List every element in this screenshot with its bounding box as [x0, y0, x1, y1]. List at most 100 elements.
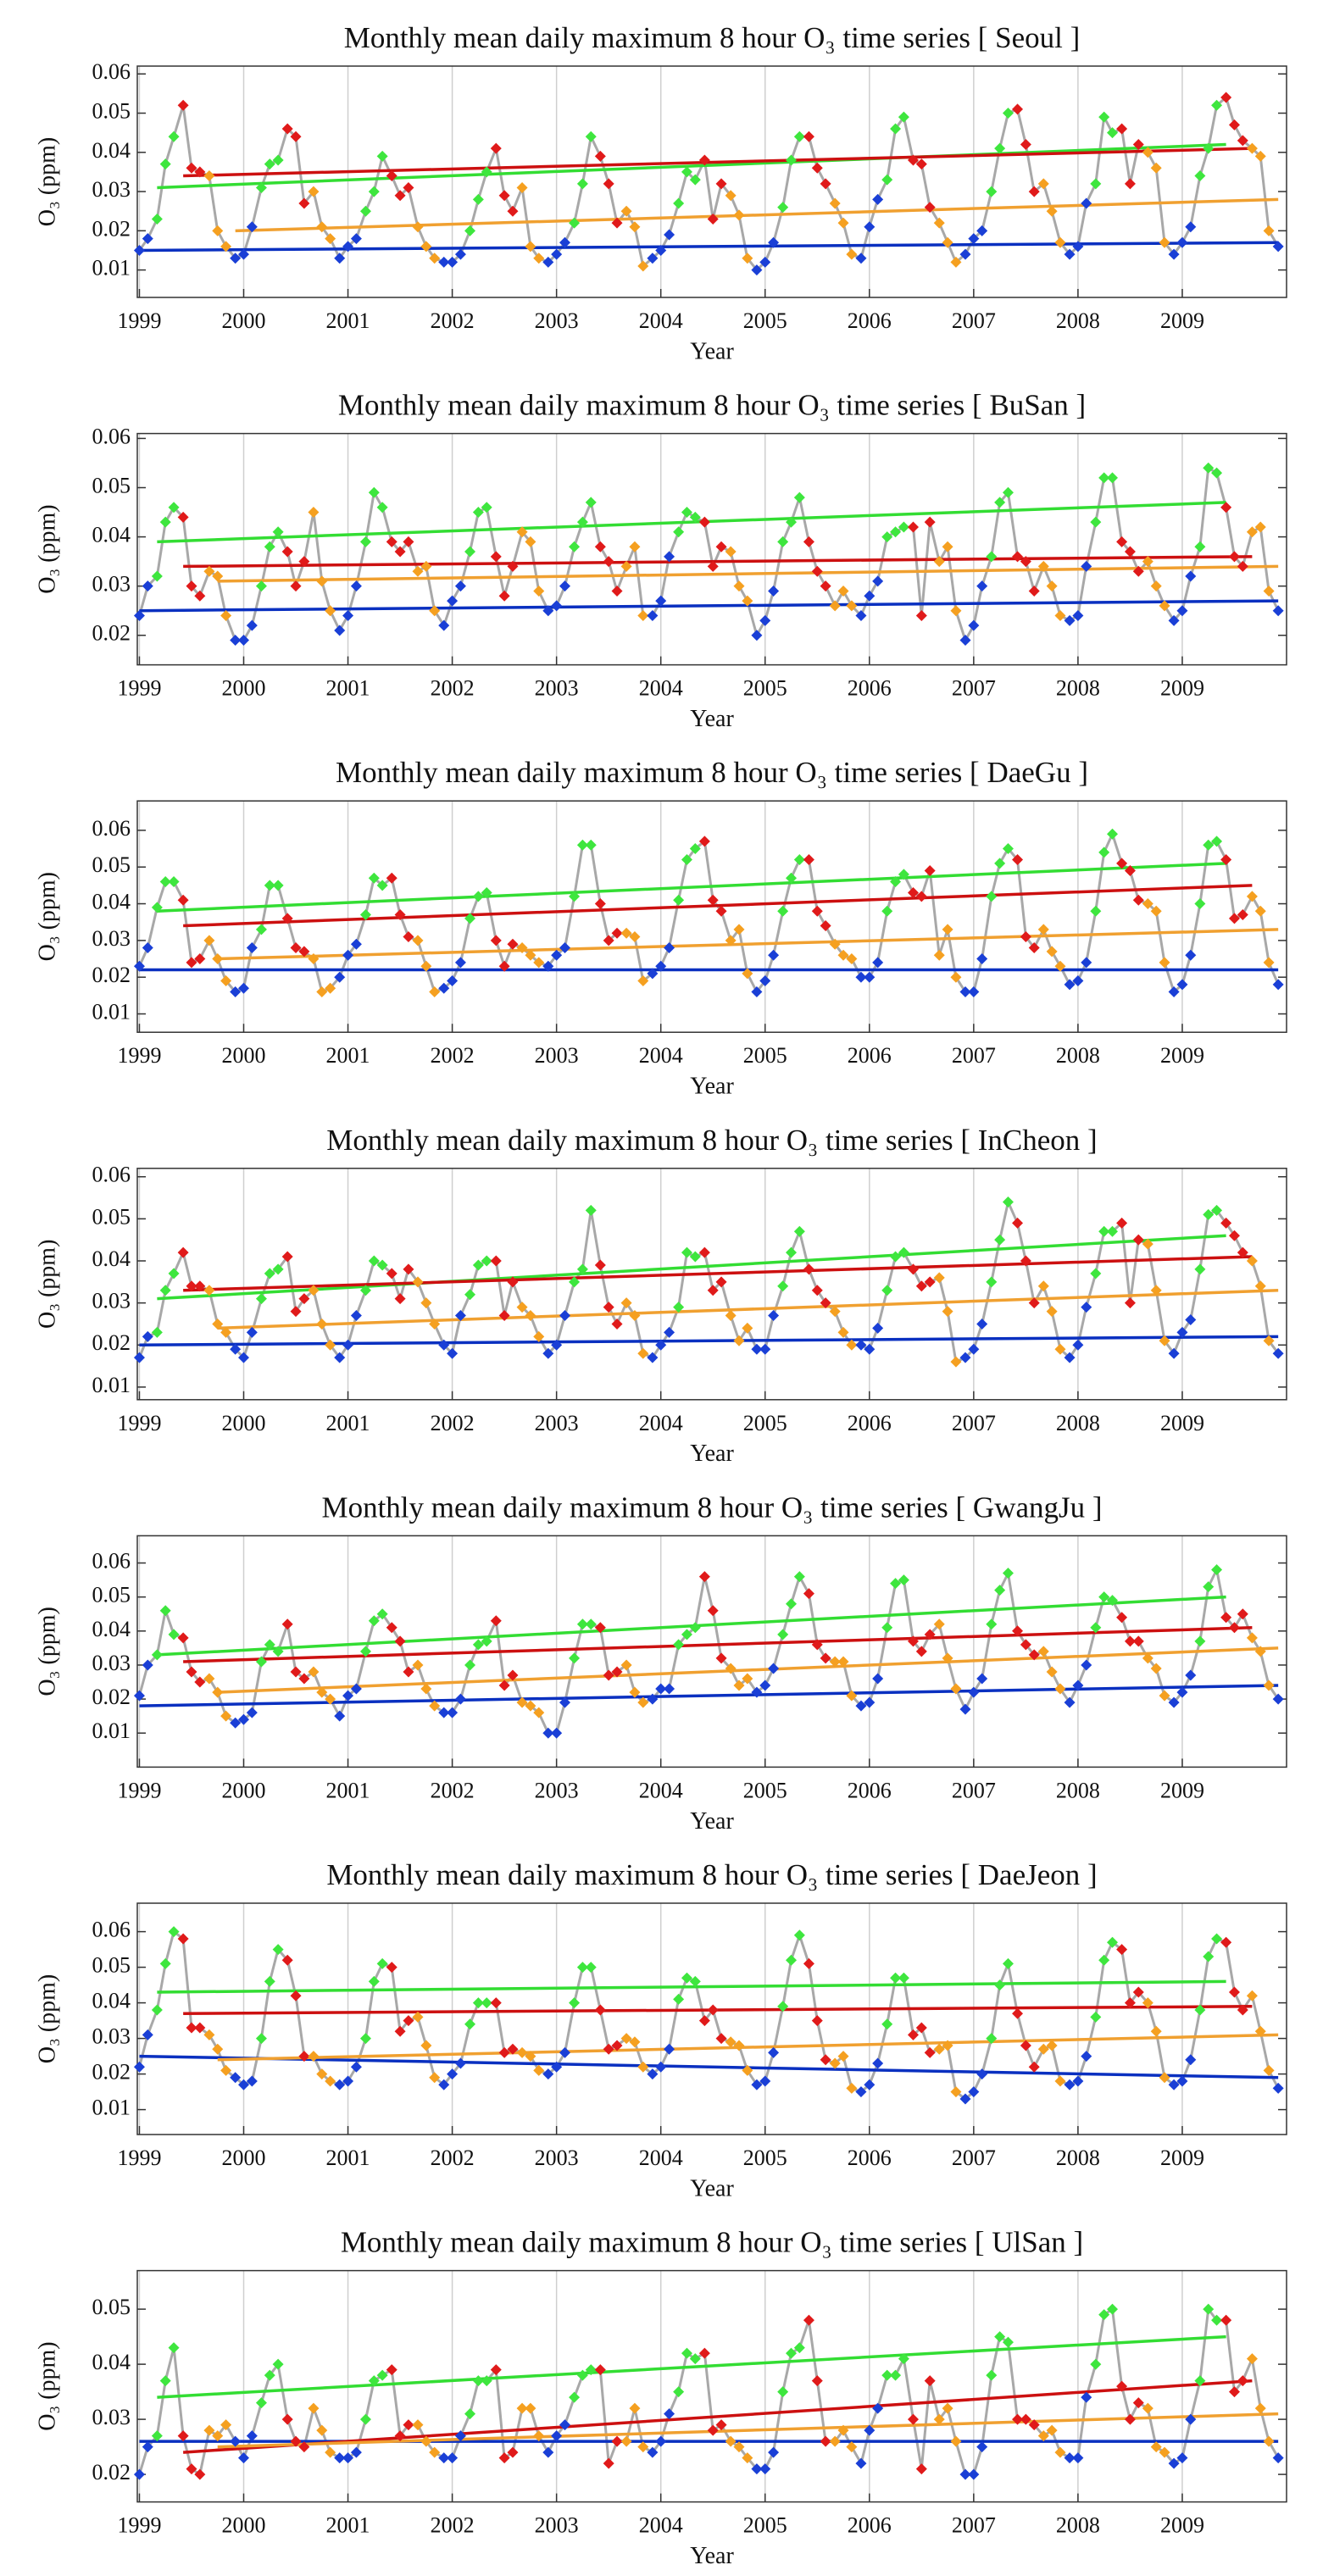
- data-point: [1263, 2064, 1275, 2076]
- data-point: [290, 580, 302, 592]
- data-point: [1159, 236, 1170, 248]
- data-point: [681, 507, 692, 519]
- data-point: [907, 2029, 919, 2040]
- data-point: [681, 166, 692, 178]
- data-point: [811, 1285, 823, 1296]
- data-point: [1012, 103, 1024, 115]
- data-point: [569, 1276, 581, 1288]
- data-point: [698, 154, 710, 166]
- x-tick-label: 2002: [431, 308, 475, 333]
- data-point: [629, 541, 641, 552]
- data-point: [272, 154, 284, 166]
- data-point: [1132, 139, 1144, 151]
- data-point: [1132, 1234, 1144, 1246]
- data-point: [1028, 2061, 1040, 2073]
- y-tick-label: 0.02: [92, 216, 131, 241]
- data-point: [376, 150, 388, 162]
- y-tick-label: 0.03: [92, 2024, 131, 2049]
- data-point: [1220, 1612, 1232, 1624]
- data-point: [298, 556, 310, 568]
- data-point: [890, 876, 902, 888]
- data-point: [881, 1622, 893, 1634]
- data-point: [255, 924, 267, 935]
- data-point: [1254, 905, 1266, 917]
- data-point: [481, 887, 492, 899]
- data-point: [1203, 142, 1215, 154]
- x-tick-label: 2003: [535, 1778, 579, 1802]
- data-point: [464, 913, 476, 924]
- data-point: [403, 2419, 414, 2431]
- data-point: [551, 600, 563, 612]
- data-point: [420, 1683, 432, 1695]
- data-point: [829, 2057, 841, 2069]
- data-point: [1237, 2004, 1248, 2016]
- data-point: [820, 2435, 831, 2447]
- data-point: [1194, 170, 1206, 182]
- data-point: [151, 902, 163, 913]
- x-tick-label: 2004: [639, 2513, 683, 2538]
- data-point: [698, 1571, 710, 1583]
- data-point: [1116, 2380, 1128, 2392]
- data-point: [933, 217, 945, 229]
- data-point: [1081, 957, 1092, 969]
- data-point: [1237, 560, 1248, 572]
- data-point: [881, 1285, 893, 1296]
- data-point: [890, 2369, 902, 2381]
- data-point: [1064, 1696, 1076, 1708]
- data-point: [576, 178, 588, 190]
- data-point: [1272, 2082, 1284, 2094]
- data-point: [759, 2075, 771, 2087]
- data-point: [454, 2430, 466, 2442]
- x-tick-label: 1999: [117, 1778, 161, 1802]
- data-point: [1002, 2336, 1014, 2348]
- data-point: [707, 2004, 719, 2016]
- data-point: [1046, 2424, 1058, 2436]
- data-point: [464, 1289, 476, 1301]
- data-point: [194, 166, 206, 178]
- data-point: [438, 619, 450, 631]
- x-axis-label: Year: [690, 338, 734, 364]
- data-point: [368, 872, 380, 884]
- data-point: [142, 233, 153, 245]
- data-point: [429, 1700, 441, 1712]
- x-tick-label: 2006: [848, 1411, 892, 1435]
- data-point: [220, 241, 232, 253]
- data-point: [1142, 898, 1153, 910]
- data-point: [498, 590, 510, 602]
- y-axis-label: O₃ (ppm): [34, 1607, 60, 1696]
- x-tick-label: 2004: [639, 1411, 683, 1435]
- data-point: [837, 949, 849, 961]
- data-point: [637, 260, 649, 272]
- y-tick-label: 0.04: [92, 1989, 131, 2013]
- data-point: [1159, 2072, 1170, 2084]
- data-point: [394, 190, 406, 202]
- data-point: [1132, 565, 1144, 577]
- data-point: [264, 1975, 275, 1987]
- x-tick-label: 2007: [952, 308, 996, 333]
- data-point: [420, 560, 432, 572]
- data-point: [403, 931, 414, 943]
- data-point: [1220, 2314, 1232, 2326]
- data-point: [976, 1673, 988, 1685]
- data-point: [733, 2040, 745, 2051]
- data-point: [1263, 2435, 1275, 2447]
- data-point: [203, 2424, 215, 2436]
- data-point: [1211, 1933, 1223, 1945]
- data-point: [1124, 178, 1136, 190]
- data-point: [976, 1318, 988, 1330]
- data-point: [325, 982, 336, 994]
- data-point: [281, 123, 293, 135]
- data-point: [751, 2079, 763, 2090]
- data-point: [420, 2435, 432, 2447]
- data-point: [386, 1268, 397, 1280]
- data-point: [542, 2068, 554, 2080]
- data-point: [689, 843, 701, 855]
- data-point: [1159, 957, 1170, 969]
- data-point: [1132, 2397, 1144, 2409]
- data-point: [1124, 546, 1136, 558]
- data-point: [551, 949, 563, 961]
- data-point: [472, 1997, 484, 2009]
- data-point: [1142, 1238, 1153, 1250]
- data-point: [438, 1707, 450, 1718]
